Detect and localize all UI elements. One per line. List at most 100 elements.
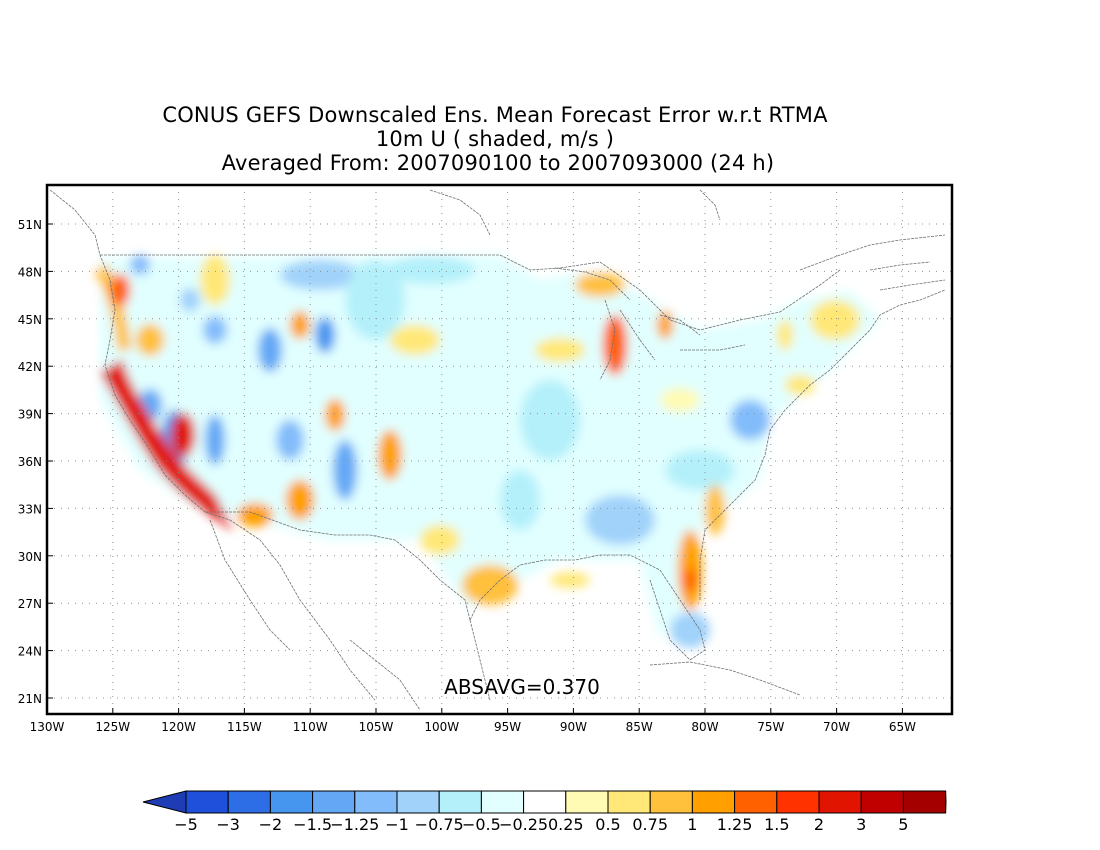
shaded-blob-blue <box>585 495 655 545</box>
title-line-3: Averaged From: 2007090100 to 2007093000 … <box>221 151 775 175</box>
lon-tick-label: 120W <box>161 720 196 734</box>
shaded-blob-yellow <box>575 273 625 297</box>
hudson-area <box>429 189 721 236</box>
lon-tick-label: 130W <box>30 720 65 734</box>
colorbar-label: 5 <box>898 815 908 834</box>
colorbar-label: 1.25 <box>717 815 753 834</box>
colorbar-label: 0.25 <box>548 815 584 834</box>
shaded-blob-yellow <box>705 485 725 535</box>
colorbar-label: −0.75 <box>415 815 464 834</box>
colorbar-label: −1.25 <box>330 815 379 834</box>
lat-tick-label: 48N <box>18 265 42 279</box>
lon-tick-label: 115W <box>227 720 262 734</box>
shaded-blob-red <box>110 274 130 306</box>
lon-tick-label: 85W <box>626 720 653 734</box>
lon-tick-label: 95W <box>494 720 521 734</box>
colorbar-label: −2 <box>259 815 283 834</box>
lat-tick-label: 36N <box>18 455 42 469</box>
lat-tick-label: 45N <box>18 313 42 327</box>
shaded-field <box>94 255 880 648</box>
shaded-blob-blue <box>258 328 282 372</box>
colorbar-swatch <box>691 790 736 814</box>
colorbar-swatch <box>860 790 904 814</box>
shaded-blob-blue <box>276 420 304 460</box>
lon-tick-label: 105W <box>359 720 394 734</box>
colorbar-low-arrow <box>142 790 187 814</box>
west-coastline <box>49 189 376 701</box>
colorbar-label: −0.5 <box>462 815 501 834</box>
map-outlines <box>49 189 946 711</box>
title-line-2: 10m U ( shaded, m/s ) <box>375 127 615 151</box>
canada-border <box>100 254 841 331</box>
lat-tick-label: 33N <box>18 502 42 516</box>
colorbar-swatch <box>396 790 440 814</box>
colorbar-label: 2 <box>814 815 824 834</box>
shaded-blob-orange <box>378 430 402 480</box>
shaded-blob-yellow <box>810 300 860 340</box>
colorbar-swatch <box>438 790 482 814</box>
lon-tick-label: 100W <box>424 720 459 734</box>
shaded-blob-yellow <box>535 338 585 362</box>
shaded-blob-blue <box>670 612 710 648</box>
lat-tick-label: 21N <box>18 692 42 706</box>
colorbar-swatch <box>734 790 778 814</box>
absavg-annotation: ABSAVG=0.370 <box>444 675 600 699</box>
lat-tick-label: 42N <box>18 360 42 374</box>
title-line-1: CONUS GEFS Downscaled Ens. Mean Forecast… <box>162 103 828 127</box>
shaded-blob-yellow <box>390 325 440 355</box>
shaded-blob-orange <box>237 503 273 527</box>
lat-tick-label: 39N <box>18 408 42 422</box>
colorbar-swatch <box>649 790 693 814</box>
colorbar-label: 1.5 <box>764 815 789 834</box>
colorbar-label: 0.75 <box>632 815 668 834</box>
baja-coastline <box>209 519 291 651</box>
shaded-blob-red <box>171 413 195 457</box>
shaded-blob-blue <box>665 450 735 490</box>
shaded-blob-yellow <box>660 388 700 412</box>
shaded-blob-blue <box>205 415 225 465</box>
shaded-blob-orange <box>94 264 132 352</box>
us-mexico-border <box>205 511 471 621</box>
shaded-blob-orange <box>286 480 314 520</box>
colorbar-swatch <box>269 790 314 814</box>
mexico-outline <box>349 619 491 711</box>
colorbar-label: −0.25 <box>499 815 548 834</box>
colorbar: −5 −3 −2 −1.5−1.25 −1 −0.75−0.5−0.25 0.25 0.5 0.… <box>142 790 947 834</box>
shaded-blob-blue <box>203 316 227 344</box>
shaded-blob-blue <box>315 317 335 353</box>
shaded-blob-yellow <box>777 320 793 350</box>
colorbar-label: 1 <box>687 815 697 834</box>
colorbar-label: −1.5 <box>293 815 332 834</box>
lat-tick-label: 24N <box>18 645 42 659</box>
shaded-blob-orange <box>603 315 627 375</box>
lon-tick-label: 70W <box>823 720 850 734</box>
east-coastline <box>699 289 946 600</box>
plot-frame <box>45 183 954 716</box>
colorbar-swatch <box>523 790 567 814</box>
shaded-blob-blue <box>280 260 360 290</box>
colorbar-label: 3 <box>856 815 866 834</box>
colorbar-swatch <box>818 790 862 814</box>
shaded-blob-yellow <box>200 255 230 305</box>
longitude-labels: 130W 125W 120W 115W 110W 105W 100W 95W 90W 85W 80W… <box>30 708 916 734</box>
cuba-outline <box>649 661 801 696</box>
shaded-blob-blue <box>500 470 540 530</box>
shaded-blob-blue <box>385 256 475 284</box>
shaded-blob-orange <box>657 311 673 339</box>
canada-coast-ne <box>799 234 946 291</box>
shaded-blob-blue <box>730 400 770 440</box>
great-lakes <box>554 267 746 381</box>
colorbar-label: −1 <box>385 815 409 834</box>
shaded-blob-yellow <box>785 375 815 395</box>
colorbar-swatch <box>607 790 651 814</box>
colorbar-swatch <box>776 790 820 814</box>
lat-tick-label: 30N <box>18 550 42 564</box>
lon-tick-label: 110W <box>293 720 328 734</box>
shaded-blob-yellow <box>136 324 164 356</box>
shaded-blob-blue <box>345 260 405 340</box>
shaded-blob-orange <box>290 311 310 339</box>
colorbar-swatch <box>902 790 947 814</box>
lat-tick-label: 51N <box>18 218 42 232</box>
colorbar-label: −5 <box>174 815 198 834</box>
